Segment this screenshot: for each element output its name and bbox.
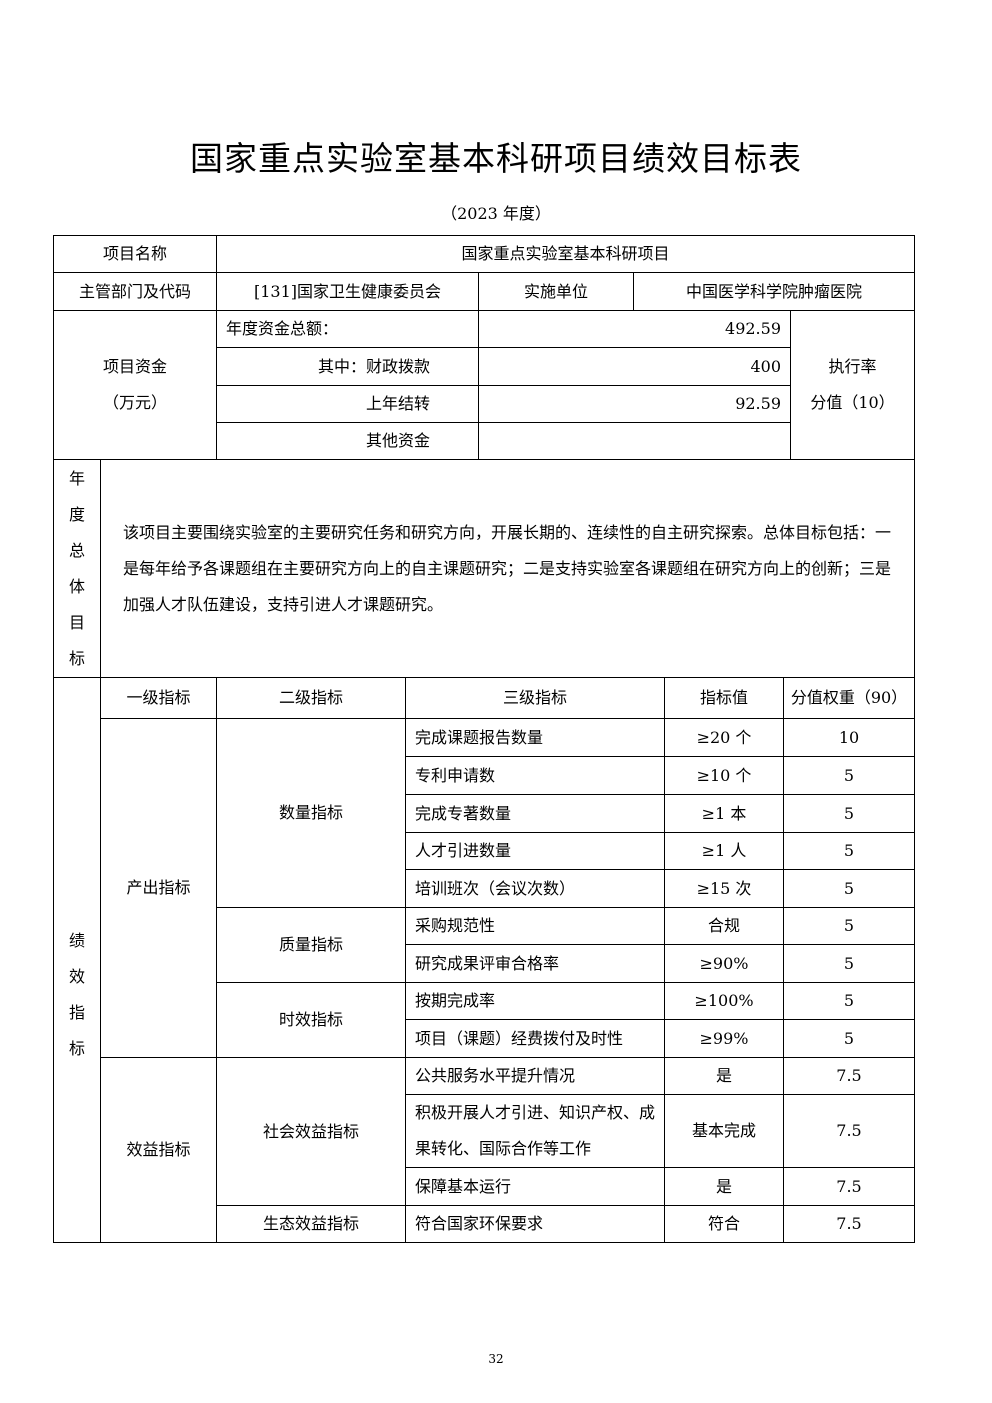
indicator-value: 是 — [664, 1167, 784, 1206]
indicator-weight: 7.5 — [783, 1057, 915, 1095]
total-label: 年度资金总额： — [216, 310, 479, 348]
indicator-name: 专利申请数 — [405, 756, 665, 795]
level2-timeliness: 时效指标 — [216, 982, 406, 1058]
unit-value: 中国医学科学院肿瘤医院 — [633, 272, 915, 311]
level2-ecological: 生态效益指标 — [216, 1205, 406, 1243]
indicator-weight: 5 — [783, 794, 915, 833]
header-weight: 分值权重（90） — [783, 677, 915, 719]
indicator-value: 符合 — [664, 1205, 784, 1243]
page-title: 国家重点实验室基本科研项目绩效目标表 — [190, 139, 802, 178]
indicator-value: ≥15 次 — [664, 869, 784, 908]
level1-benefit: 效益指标 — [100, 1057, 217, 1243]
header-value: 指标值 — [664, 677, 784, 719]
indicator-value: 基本完成 — [664, 1094, 784, 1168]
indicator-weight: 7.5 — [783, 1167, 915, 1206]
other-value — [478, 422, 791, 460]
level2-quality: 质量指标 — [216, 907, 406, 983]
indicator-value: ≥20 个 — [664, 718, 784, 757]
header-level3: 三级指标 — [405, 677, 665, 719]
page-number: 32 — [488, 1352, 504, 1366]
goal-label-char: 体 — [68, 576, 85, 596]
unit-label: 实施单位 — [478, 272, 634, 311]
indicator-weight: 5 — [783, 756, 915, 795]
indicator-name: 完成课题报告数量 — [405, 718, 665, 757]
indicator-weight: 5 — [783, 1019, 915, 1058]
section-label-char: 绩 — [68, 931, 85, 950]
section-label-char: 标 — [68, 1039, 85, 1058]
indicator-name: 完成专著数量 — [405, 794, 665, 833]
fiscal-label: 其中：财政拨款 — [216, 347, 479, 386]
indicator-value: ≥90% — [664, 944, 784, 983]
indicator-value: 合规 — [664, 907, 784, 945]
funds-label: 项目资金 （万元） — [53, 310, 217, 460]
goal-label-char: 标 — [68, 648, 85, 668]
rate-label-line2: 分值（10） — [810, 393, 895, 412]
indicator-name: 采购规范性 — [405, 907, 665, 945]
indicator-value: ≥100% — [664, 982, 784, 1020]
header-level1: 一级指标 — [100, 677, 217, 719]
fiscal-value: 400 — [478, 347, 791, 386]
level2-quantity: 数量指标 — [216, 718, 406, 908]
funds-label-line2: （万元） — [102, 393, 167, 412]
indicator-value: 是 — [664, 1057, 784, 1095]
goal-label-char: 度 — [68, 504, 85, 524]
execution-rate-label: 执行率分值（10） — [790, 310, 915, 460]
rate-label-line1: 执行率 — [828, 357, 877, 376]
indicator-value: ≥10 个 — [664, 756, 784, 795]
total-value: 492.59 — [478, 310, 791, 348]
indicator-name: 研究成果评审合格率 — [405, 944, 665, 983]
header-level2: 二级指标 — [216, 677, 406, 719]
indicator-weight: 5 — [783, 907, 915, 945]
indicator-name: 符合国家环保要求 — [405, 1205, 665, 1243]
section-label-char: 指 — [68, 1003, 85, 1022]
indicator-name: 项目（课题）经费拨付及时性 — [405, 1019, 665, 1058]
year-subtitle: （2023 年度） — [441, 204, 551, 223]
dept-value: [131]国家卫生健康委员会 — [216, 272, 479, 311]
indicator-name: 人才引进数量 — [405, 832, 665, 870]
funds-label-line1: 项目资金 — [102, 357, 167, 376]
goal-label-char: 目 — [68, 612, 85, 632]
dept-label: 主管部门及代码 — [53, 272, 217, 311]
indicator-weight: 5 — [783, 832, 915, 870]
indicator-weight: 5 — [783, 944, 915, 983]
indicator-weight: 7.5 — [783, 1205, 915, 1243]
indicator-weight: 10 — [783, 718, 915, 757]
goal-label: 年度总体目标 — [53, 459, 101, 678]
indicator-weight: 5 — [783, 869, 915, 908]
carry-value: 92.59 — [478, 385, 791, 423]
indicator-value: ≥99% — [664, 1019, 784, 1058]
indicator-value: ≥1 人 — [664, 832, 784, 870]
indicator-name: 保障基本运行 — [405, 1167, 665, 1206]
goal-label-char: 总 — [68, 540, 85, 560]
indicator-name: 公共服务水平提升情况 — [405, 1057, 665, 1095]
project-name-label: 项目名称 — [53, 235, 217, 273]
level2-social: 社会效益指标 — [216, 1057, 406, 1206]
level1-output: 产出指标 — [100, 718, 217, 1058]
project-name: 国家重点实验室基本科研项目 — [216, 235, 915, 273]
indicator-weight: 7.5 — [783, 1094, 915, 1168]
section-label-char: 效 — [68, 967, 85, 986]
goal-text: 该项目主要围绕实验室的主要研究任务和研究方向，开展长期的、连续性的自主研究探索。… — [100, 459, 915, 678]
indicator-name: 按期完成率 — [405, 982, 665, 1020]
indicator-value: ≥1 本 — [664, 794, 784, 833]
carry-label: 上年结转 — [216, 385, 479, 423]
goal-label-char: 年 — [68, 468, 85, 488]
indicator-name: 积极开展人才引进、知识产权、成果转化、国际合作等工作 — [405, 1094, 665, 1168]
other-label: 其他资金 — [216, 422, 479, 460]
indicator-weight: 5 — [783, 982, 915, 1020]
indicators-section-label: 绩效指标 — [53, 677, 101, 1243]
indicator-name: 培训班次（会议次数） — [405, 869, 665, 908]
